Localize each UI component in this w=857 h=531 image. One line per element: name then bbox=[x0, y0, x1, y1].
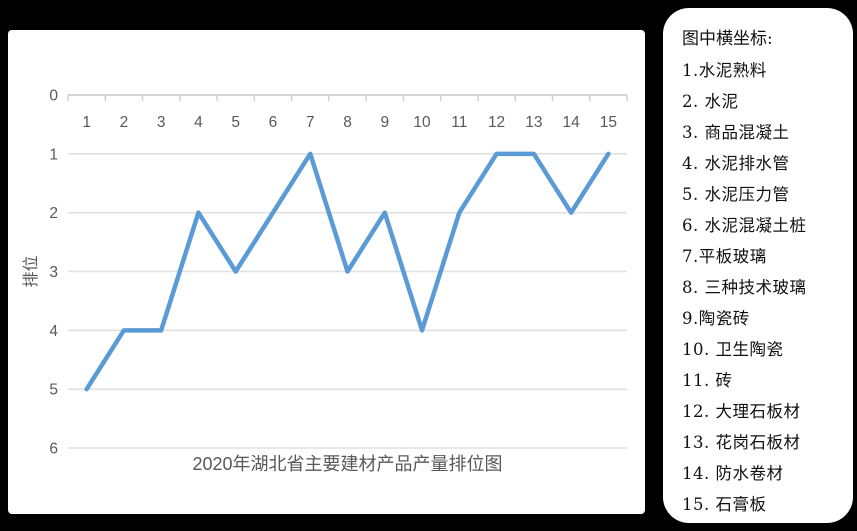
y-axis-title: 排位 bbox=[22, 255, 40, 287]
legend-item: 7.平板玻璃 bbox=[682, 247, 767, 266]
legend-item: 12. 大理石板材 bbox=[682, 402, 801, 421]
svg-text:5: 5 bbox=[231, 114, 240, 131]
svg-text:4: 4 bbox=[194, 114, 203, 131]
svg-text:11: 11 bbox=[451, 114, 467, 131]
svg-text:0: 0 bbox=[49, 88, 58, 105]
legend-item: 8. 三种技术玻璃 bbox=[682, 278, 807, 297]
legend-item: 14. 防水卷材 bbox=[682, 464, 784, 483]
legend-item: 5. 水泥压力管 bbox=[682, 185, 790, 204]
svg-text:12: 12 bbox=[488, 114, 505, 131]
svg-text:5: 5 bbox=[49, 382, 58, 399]
legend-item: 6. 水泥混凝土桩 bbox=[682, 216, 807, 235]
legend-item: 2. 水泥 bbox=[682, 92, 739, 111]
legend-item: 1.水泥熟料 bbox=[682, 61, 767, 80]
ranking-series-line bbox=[84, 151, 611, 392]
x-tick-labels: 1 2 3 4 5 6 7 8 9 10 11 12 13 14 15 bbox=[82, 114, 617, 131]
svg-text:13: 13 bbox=[525, 114, 542, 131]
svg-text:8: 8 bbox=[343, 114, 352, 131]
svg-text:6: 6 bbox=[49, 441, 58, 458]
svg-text:4: 4 bbox=[49, 323, 58, 340]
legend-item: 4. 水泥排水管 bbox=[682, 154, 790, 173]
gridlines bbox=[68, 153, 627, 449]
svg-text:1: 1 bbox=[49, 146, 58, 163]
svg-text:15: 15 bbox=[600, 114, 617, 131]
chart-panel: 0 1 2 3 4 5 6 1 2 3 4 5 6 7 8 9 10 11 12 13 14 15 排位 2020年湖北省主要… bbox=[8, 30, 645, 514]
legend-item: 10. 卫生陶瓷 bbox=[682, 340, 784, 359]
svg-text:7: 7 bbox=[306, 114, 315, 131]
legend-title: 图中横坐标: bbox=[682, 29, 773, 49]
legend-item: 9.陶瓷砖 bbox=[682, 309, 750, 328]
svg-text:6: 6 bbox=[269, 114, 278, 131]
legend-item: 11. 砖 bbox=[682, 371, 733, 390]
x-axis bbox=[67, 94, 628, 101]
svg-text:2: 2 bbox=[49, 205, 58, 222]
chart-title: 2020年湖北省主要建材产品产量排位图 bbox=[192, 454, 502, 474]
svg-text:10: 10 bbox=[413, 114, 431, 131]
legend-panel: 图中横坐标: 1.水泥熟料 2. 水泥 3. 商品混凝土 4. 水泥排水管 5. 水泥压… bbox=[663, 8, 853, 523]
svg-text:3: 3 bbox=[157, 114, 166, 131]
legend-item: 3. 商品混凝土 bbox=[682, 123, 790, 142]
svg-text:2: 2 bbox=[120, 114, 129, 131]
svg-text:3: 3 bbox=[49, 264, 58, 281]
legend-item: 13. 花岗石板材 bbox=[682, 433, 801, 452]
legend-item: 15. 石膏板 bbox=[682, 495, 767, 514]
y-tick-labels: 0 1 2 3 4 5 6 bbox=[49, 88, 58, 458]
svg-text:1: 1 bbox=[82, 114, 91, 131]
svg-text:14: 14 bbox=[562, 114, 580, 131]
svg-text:9: 9 bbox=[380, 114, 389, 131]
legend-list: 1.水泥熟料 2. 水泥 3. 商品混凝土 4. 水泥排水管 5. 水泥压力管 6. 水泥… bbox=[682, 55, 845, 520]
